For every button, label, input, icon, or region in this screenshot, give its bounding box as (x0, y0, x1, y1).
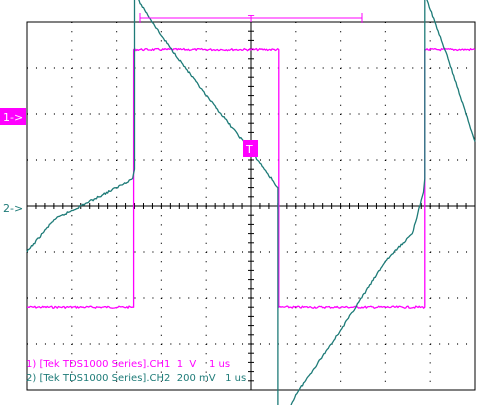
trigger-level-marker[interactable]: T (245, 143, 253, 156)
graticule (26, 21, 476, 391)
trigger-position-marker: T (247, 14, 255, 25)
ch1-trace (27, 47, 476, 309)
ch1-marker[interactable]: 1-> (3, 111, 23, 124)
ch1-legend: 1) [Tek TDS1000 Series].CH1 1 V 1 us (26, 359, 231, 370)
ch2-marker[interactable]: 2-> (3, 202, 23, 215)
ch1-marker-box[interactable] (0, 108, 26, 125)
trigger-level-marker-box[interactable] (243, 140, 258, 157)
trigger-position-bracket (139, 13, 363, 23)
ch2-legend: 2) [Tek TDS1000 Series].CH2 200 mV 1 us (26, 373, 247, 384)
